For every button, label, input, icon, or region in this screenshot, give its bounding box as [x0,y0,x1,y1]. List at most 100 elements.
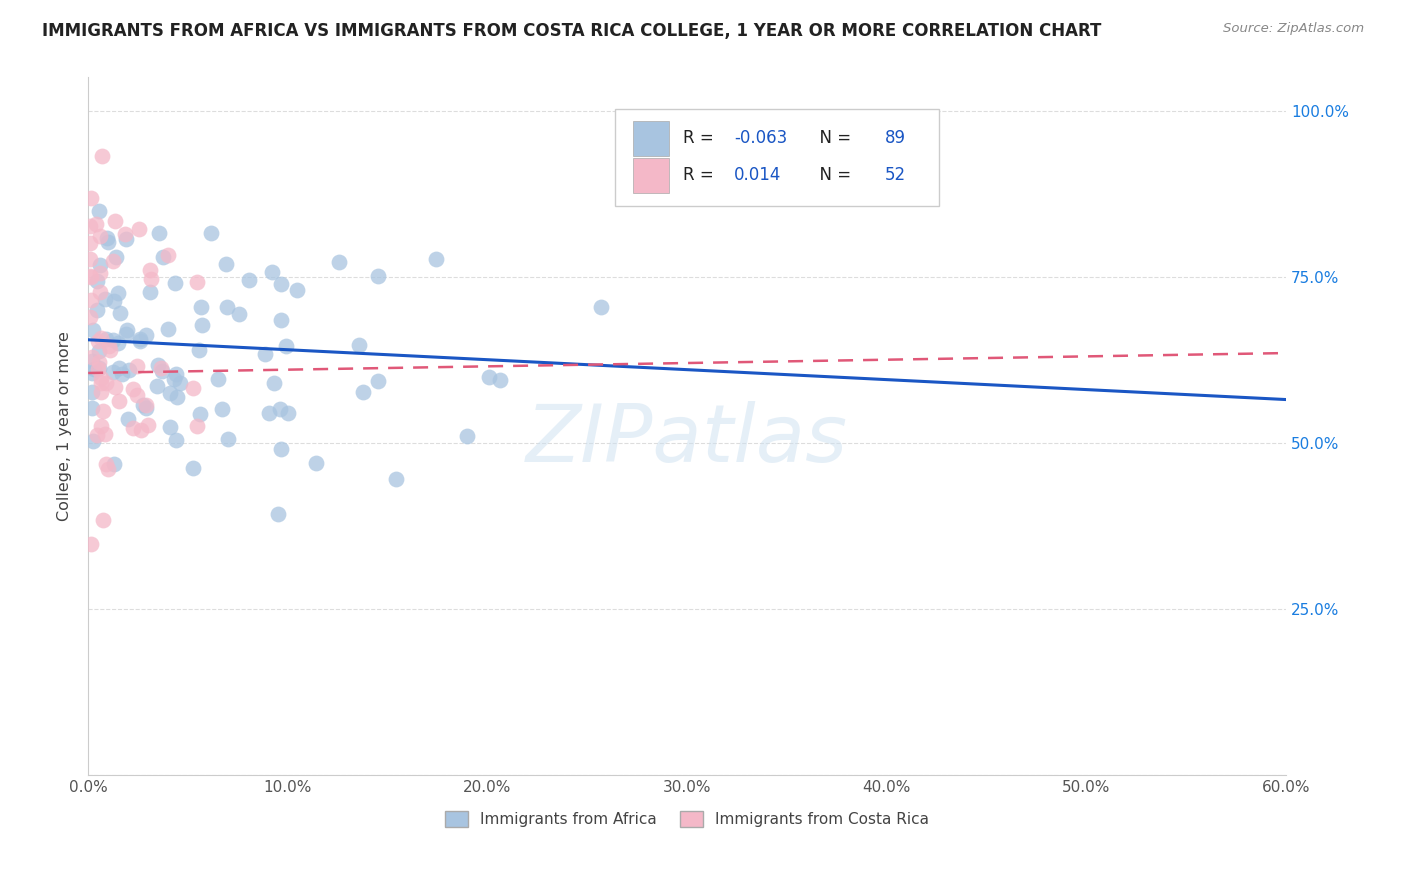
Point [82,434,104,448]
Point [367,375,389,389]
Point [97,235,120,250]
Point [425,252,447,266]
Point [163,372,186,386]
Point [217,300,239,314]
Point [82,366,104,380]
Point [148,226,170,240]
Point [129,334,152,348]
Point [127,359,149,373]
Point [163,276,186,290]
Point [186,419,208,434]
Point [80,537,103,551]
Point [191,318,214,333]
Point [186,275,208,289]
Point [215,257,238,271]
Point [274,338,297,352]
Point [165,433,187,447]
Point [270,313,292,327]
Text: IMMIGRANTS FROM AFRICA VS IMMIGRANTS FROM COSTA RICA COLLEGE, 1 YEAR OR MORE COR: IMMIGRANTS FROM AFRICA VS IMMIGRANTS FRO… [42,22,1101,40]
Point [488,373,510,387]
Point [146,378,169,392]
Point [117,411,139,425]
Point [211,401,233,416]
Point [129,423,152,437]
Point [139,285,162,300]
Point [104,380,127,394]
Point [115,232,138,246]
Point [82,323,104,337]
Point [328,254,350,268]
FancyBboxPatch shape [616,109,939,206]
Point [122,420,145,434]
Point [103,333,125,347]
Point [96,376,118,390]
Point [181,460,204,475]
Text: N =: N = [810,166,856,184]
Point [79,268,101,283]
Point [82,350,104,364]
Point [135,398,157,412]
Point [157,248,180,262]
Text: R =: R = [683,166,720,184]
Point [96,332,118,346]
Point [270,277,292,291]
FancyBboxPatch shape [633,120,669,155]
Point [159,420,181,434]
Point [82,401,104,416]
Point [107,286,129,301]
Point [87,344,110,359]
Point [165,368,187,382]
Point [90,384,112,399]
Point [87,362,110,376]
Point [108,360,131,375]
Point [89,258,111,272]
Point [90,331,112,345]
Point [228,307,250,321]
Point [93,426,115,441]
Point [79,235,101,250]
Point [82,354,104,368]
Point [207,372,229,386]
Point [277,406,299,420]
Point [101,253,124,268]
Point [94,293,117,307]
Point [94,457,117,471]
Point [103,293,125,308]
Point [367,268,389,283]
Point [89,228,111,243]
Point [98,343,121,357]
Text: R =: R = [683,129,720,147]
Point [128,222,150,236]
Point [238,273,260,287]
Text: 52: 52 [884,166,905,184]
Point [478,370,501,384]
Point [152,251,174,265]
Point [200,226,222,240]
Point [132,399,155,413]
Point [190,408,212,422]
Point [89,285,111,299]
Point [135,327,157,342]
Point [262,265,284,279]
Point [267,507,290,521]
Point [141,272,163,286]
Text: -0.063: -0.063 [734,129,787,147]
Point [98,338,121,352]
Point [97,461,120,475]
Point [104,250,127,264]
Point [82,384,104,399]
Point [86,217,108,231]
Point [188,343,211,357]
Point [287,283,309,297]
Point [79,219,101,234]
Point [589,300,612,314]
Text: ZIPatlas: ZIPatlas [526,401,848,479]
Point [86,274,108,288]
Point [305,457,328,471]
Point [86,303,108,318]
Point [79,310,101,324]
Text: 89: 89 [884,129,905,147]
Point [111,368,134,382]
Point [108,394,131,409]
Point [114,227,136,241]
